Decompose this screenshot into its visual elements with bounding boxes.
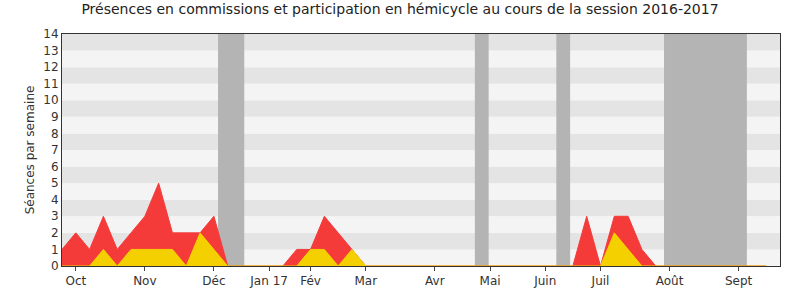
svg-text:Sept: Sept <box>725 274 753 288</box>
svg-text:10: 10 <box>43 93 58 107</box>
svg-text:6: 6 <box>51 160 59 174</box>
svg-text:0: 0 <box>51 259 59 273</box>
svg-text:11: 11 <box>43 77 58 91</box>
svg-text:13: 13 <box>43 44 58 58</box>
svg-text:7: 7 <box>51 143 59 157</box>
svg-text:Juin: Juin <box>533 274 556 288</box>
svg-text:Présences en commissions et pa: Présences en commissions et participatio… <box>81 1 718 17</box>
svg-text:4: 4 <box>51 193 59 207</box>
svg-text:Août: Août <box>656 274 684 288</box>
svg-text:Juil: Juil <box>591 274 610 288</box>
svg-text:Mai: Mai <box>480 274 501 288</box>
svg-text:3: 3 <box>51 209 59 223</box>
svg-text:Déc: Déc <box>202 274 225 288</box>
svg-text:8: 8 <box>51 127 59 141</box>
svg-text:Fév: Fév <box>300 274 321 288</box>
svg-text:9: 9 <box>51 110 59 124</box>
svg-text:5: 5 <box>51 176 59 190</box>
svg-text:1: 1 <box>51 243 59 257</box>
svg-text:2: 2 <box>51 226 59 240</box>
svg-text:Mar: Mar <box>354 274 377 288</box>
svg-text:Avr: Avr <box>425 274 445 288</box>
svg-text:12: 12 <box>43 60 58 74</box>
svg-text:14: 14 <box>43 27 58 41</box>
svg-text:Jan 17: Jan 17 <box>249 274 288 288</box>
svg-text:Séances par semaine: Séances par semaine <box>23 86 37 215</box>
svg-text:Oct: Oct <box>65 274 86 288</box>
svg-text:Nov: Nov <box>133 274 156 288</box>
